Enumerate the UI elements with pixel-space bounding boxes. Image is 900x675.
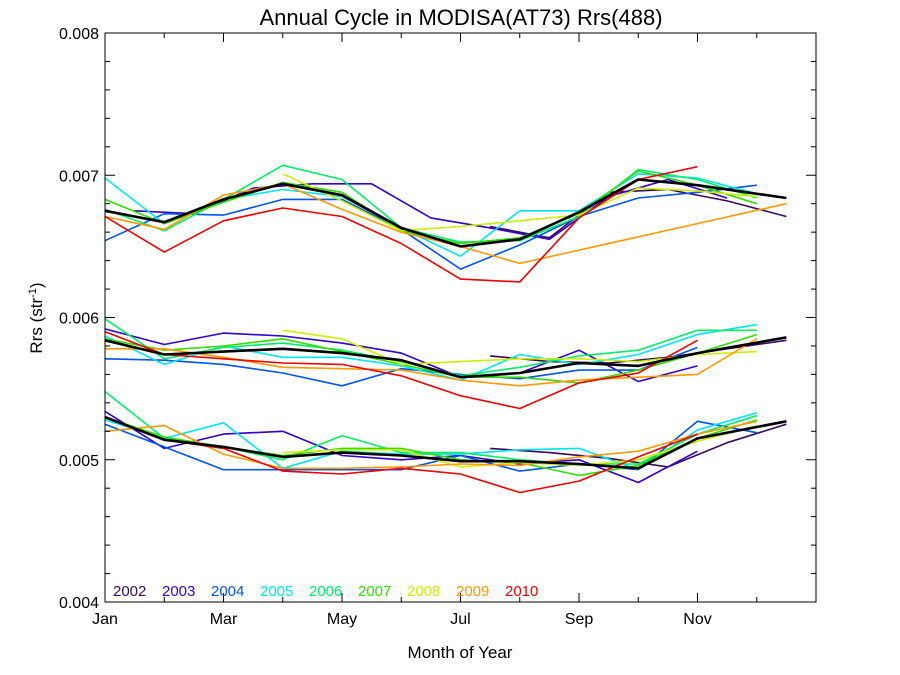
x-tick-label: May (327, 611, 357, 628)
y-axis-title-close: ) (27, 282, 46, 288)
y-tick-label: 0.007 (59, 168, 99, 185)
plot-frame (104, 32, 817, 603)
x-tick-label: Jul (450, 611, 470, 628)
y-tick-label: 0.006 (59, 311, 99, 328)
x-tick-label: Jan (92, 611, 118, 628)
legend-item-2005: 2005 (260, 583, 293, 600)
series-2009-line-g2 (105, 338, 758, 387)
series-2010-line-g1 (104, 165, 698, 283)
y-tick-label: 0.005 (59, 453, 99, 470)
chart-title: Annual Cycle in MODISA(AT73) Rrs(488) (259, 5, 662, 30)
y-axis-title: Rrs (str-1) (27, 282, 46, 353)
legend-item-2009: 2009 (456, 583, 489, 600)
series-2009-line-g3 (104, 420, 757, 470)
y-tick-label: 0.004 (59, 595, 99, 612)
series-2010-line-g2 (104, 330, 698, 410)
series-2004-line-g2 (104, 346, 698, 387)
legend-item-2004: 2004 (211, 583, 244, 600)
series-2003-line-g3 (104, 410, 698, 484)
y-tick-label: 0.008 (59, 26, 99, 43)
series-2007-line-g3 (104, 416, 758, 477)
series-mean-line-g3 (104, 415, 787, 470)
series-2009-line-g1 (104, 183, 787, 265)
series-2006-line-g1 (104, 164, 758, 243)
series-mean-line-g1 (104, 178, 787, 248)
x-axis-title: Month of Year (408, 643, 513, 662)
x-tick-label: Sep (565, 611, 594, 628)
axis-ticks: Jan Mar May Jul Sep Nov 0.004 0.005 0.006 0.007 0.… (59, 26, 816, 628)
legend-item-2006: 2006 (309, 583, 342, 600)
legend-item-2008: 2008 (407, 583, 440, 600)
y-axis-title-exponent: -1 (27, 288, 39, 298)
series-2002-line-g3 (490, 423, 787, 468)
x-tick-label: Mar (210, 611, 238, 628)
legend-item-2002: 2002 (113, 583, 146, 600)
legend: 2002 2003 2004 2005 2006 2007 2008 2009 2010 (113, 583, 538, 600)
series-2008-line-g1 (282, 173, 757, 232)
y-axis-title-main: Rrs (str (27, 298, 46, 354)
legend-item-2003: 2003 (162, 583, 195, 600)
legend-item-2010: 2010 (505, 583, 538, 600)
legend-item-2007: 2007 (358, 583, 391, 600)
series-mean-line-g2 (104, 336, 787, 379)
series-lines (104, 164, 787, 494)
series-2004-line-g1 (104, 184, 757, 270)
x-tick-label: Nov (683, 611, 711, 628)
